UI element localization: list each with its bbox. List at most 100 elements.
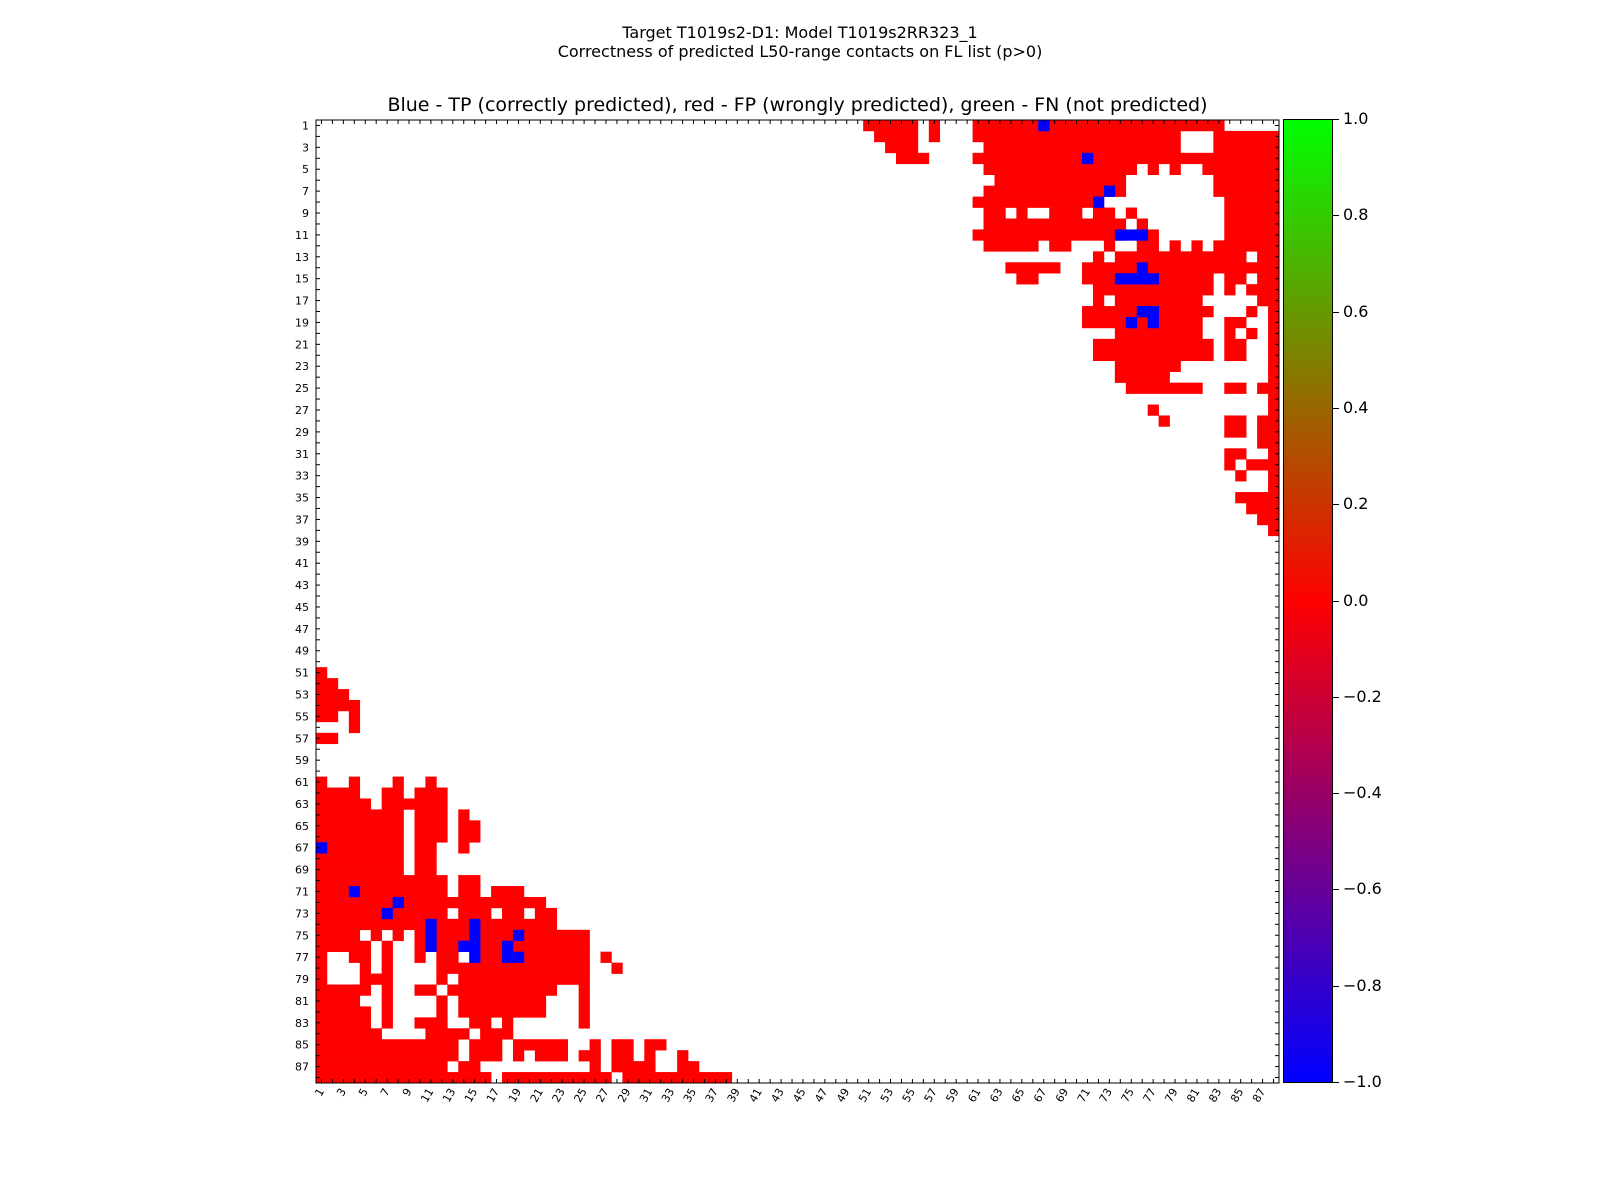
fp-contact-cell [436,951,459,963]
tp-contact-cell [381,907,393,920]
fp-contact-cell [1147,229,1159,241]
fp-contact-cell [1158,415,1170,427]
y-tick-label: 25 [295,382,309,395]
y-tick-label: 83 [295,1017,309,1030]
tp-contact-cell [502,940,514,952]
x-tick-label: 17 [484,1086,502,1105]
fp-contact-cell [1191,240,1203,252]
fp-contact-cell [381,940,393,952]
fp-contact-cell [469,1039,503,1051]
fp-contact-cell [348,710,361,723]
fp-contact-cell [436,973,448,985]
tp-contact-cell [1136,262,1148,274]
fp-contact-cell [1246,284,1280,296]
y-tick-label: 41 [295,557,309,570]
fp-contact-cell [502,1017,514,1029]
x-tick-label: 55 [900,1086,918,1105]
y-tick-label: 9 [302,207,309,220]
x-tick-label: 69 [1053,1086,1071,1105]
fp-contact-cell [578,984,590,996]
fp-contact-cell [1125,207,1138,219]
y-tick-label: 73 [295,907,309,920]
fp-contact-cell [502,1072,612,1084]
fp-contact-cell [1268,349,1280,362]
chart-title-line1: Target T1019s2-D1: Model T1019s2RR323_1 [622,23,978,42]
colorbar-tick [1333,793,1339,795]
x-tick-label: 15 [462,1086,480,1105]
fp-contact-cell [316,787,361,799]
x-tick-label: 75 [1119,1086,1137,1105]
y-tick-label: 79 [295,973,309,986]
fp-contact-cell [316,831,404,843]
chart-subtitle: Blue - TP (correctly predicted), red - F… [387,94,1208,116]
fp-contact-cell [1114,251,1247,263]
colorbar-tick-label: 1.0 [1343,109,1369,128]
fp-contact-cell [589,1061,601,1073]
fp-contact-cell [611,962,623,974]
fp-contact-cell [578,1017,590,1029]
fp-contact-cell [381,798,448,810]
fp-contact-cell [1114,327,1203,340]
fp-contact-cell [1103,240,1116,252]
fp-contact-cell [1224,338,1247,351]
fp-contact-cell [1147,163,1159,176]
tp-contact-cell [469,951,481,963]
fp-contact-cell [523,951,590,963]
fp-contact-cell [381,951,393,963]
tp-contact-cell [469,918,481,931]
plot-border [315,119,1280,1084]
fp-contact-cell [1092,207,1116,219]
x-tick-label: 23 [550,1086,568,1105]
fp-contact-cell [480,929,514,942]
colorbar-tick [1333,119,1339,120]
fp-contact-cell [316,798,372,810]
fp-contact-cell [359,962,372,974]
colorbar-tick [1333,1082,1339,1083]
fp-contact-cell [316,896,547,909]
fp-contact-cell [480,951,503,963]
x-tick-label: 29 [615,1086,633,1105]
fp-contact-cell [534,1050,568,1062]
y-tick-label: 57 [295,732,309,745]
fp-contact-cell [1224,327,1236,340]
fp-contact-cell [392,776,404,788]
chart-title-line2: Correctness of predicted L50-range conta… [557,42,1043,61]
fp-contact-cell [534,907,558,920]
fp-contact-cell [316,1050,459,1062]
fp-contact-cell [458,886,481,898]
tp-contact-cell [1114,229,1127,241]
fp-contact-cell [863,120,919,132]
x-axis-ticks: 1 3 5 7 9 11 13 15 17 19 21 23 25 27 29 31 33 35 37 39 41 43 4… [312,1086,1268,1105]
fp-contact-cell [436,995,448,1007]
y-tick-label: 43 [295,579,309,592]
y-tick-label: 49 [295,645,309,658]
fp-contact-cell [1257,437,1280,449]
fp-contact-cell [972,196,1105,208]
fp-contact-cell [1224,448,1247,460]
fp-contact-cell [348,776,361,788]
fp-contact-cell [436,1006,448,1018]
fp-contact-cell [447,984,558,996]
x-tick-label: 35 [681,1086,699,1105]
tp-contact-cell [392,896,404,909]
fp-contact-cell [578,1050,601,1062]
fp-contact-cell [1268,481,1280,493]
fp-contact-cell [316,1017,372,1029]
fp-contact-cell [1224,426,1247,438]
x-tick-label: 59 [944,1086,962,1105]
tp-contact-cell [1038,120,1050,132]
colorbar-tick-label: 0.4 [1343,397,1369,417]
x-tick-label: 61 [965,1086,983,1105]
fp-contact-cell [414,831,448,843]
fp-contact-cell [1268,470,1280,482]
fp-contact-cell [1114,360,1181,372]
x-tick-label: 73 [1097,1086,1115,1105]
fp-contact-cell [414,820,448,832]
fp-contact-cell [1257,415,1280,427]
fp-contact-cell [983,141,1181,154]
fp-contact-cell [458,1061,481,1073]
fp-contact-cell [600,951,612,963]
fp-contact-cell [316,951,328,963]
fp-contact-cell [1224,415,1247,427]
x-tick-label: 51 [856,1086,874,1105]
